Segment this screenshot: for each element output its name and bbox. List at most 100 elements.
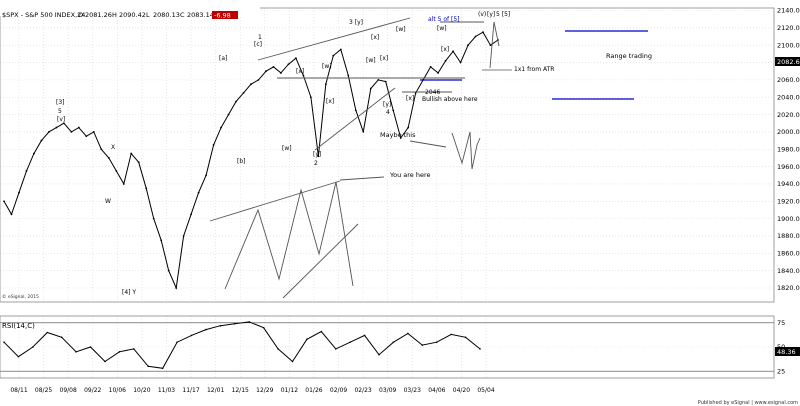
price-point [295, 57, 297, 60]
price-point [122, 183, 125, 185]
main-panel-frame [0, 7, 775, 303]
annotation-label: [3] [56, 99, 65, 106]
price-point [459, 61, 462, 64]
price-points [3, 31, 499, 289]
annotation-label: alt 5 of [5] [428, 16, 460, 23]
price-point [474, 35, 477, 38]
annotation-lines [209, 17, 500, 299]
rsi-point [363, 334, 366, 337]
rsi-point [262, 326, 265, 329]
rsi-point [89, 346, 92, 348]
price-point [160, 239, 163, 242]
price-point [362, 131, 365, 133]
price-point [100, 148, 103, 151]
annotation-label: [x] [371, 34, 379, 41]
rsi-point [205, 328, 207, 331]
annotation-label: [a] [219, 55, 227, 62]
rsi-last-value: 48.36 [777, 348, 796, 356]
x-tick-label: 09/22 [84, 387, 101, 394]
price-point [227, 113, 230, 116]
rsi-grid [0, 316, 774, 378]
high-value: 2090.42 [119, 11, 146, 19]
x-tick-label: 11/17 [182, 387, 199, 394]
price-point [250, 83, 252, 86]
price-point [212, 144, 215, 146]
rsi-point [479, 348, 481, 350]
rsi-point [349, 341, 351, 343]
maybe-this-path [451, 131, 481, 170]
price-point [309, 96, 312, 99]
rsi-point [464, 336, 467, 339]
close-label: C [180, 11, 185, 19]
price-point [235, 100, 237, 103]
price-tick-label: 2120.00 [777, 24, 800, 32]
price-point [115, 170, 118, 172]
price-point [175, 287, 178, 289]
rsi-point [233, 323, 236, 325]
rsi-point [421, 344, 424, 346]
annotation-label: [b] [237, 158, 246, 165]
price-tick-label: 1960.00 [777, 163, 800, 171]
close-value: 2083.14 [187, 11, 214, 19]
annotation-label: 3 [y] [349, 19, 363, 26]
price-point [369, 87, 372, 90]
change-value: -6.98 [214, 12, 231, 20]
x-tick-label: 08/25 [35, 387, 52, 394]
x-tick-label: 12/29 [256, 387, 273, 394]
annotation-label: [y] [313, 151, 321, 158]
price-point [339, 48, 342, 51]
rsi-point [392, 341, 395, 343]
annotation-label: [x] [441, 46, 449, 53]
price-point [437, 72, 440, 74]
price-point [130, 152, 133, 155]
price-point [332, 54, 335, 57]
rsi-point [435, 341, 438, 343]
annotation-label: [y] [487, 11, 495, 18]
annotation-label: [c] [254, 41, 262, 48]
rsi-tick-label: 25 [777, 367, 785, 375]
price-point [77, 126, 80, 129]
price-tick-label: 1980.00 [777, 145, 800, 153]
annotation-label: Range trading [606, 52, 652, 60]
symbol-title: $SPX - S&P 500 INDEX,24 [2, 11, 85, 19]
price-point [40, 139, 43, 142]
rsi-point [46, 331, 49, 334]
x-tick-label: 02/23 [354, 387, 371, 394]
header-bar [0, 0, 260, 16]
rsi-point [219, 324, 222, 327]
rsi-point [60, 336, 63, 339]
annotation-label: [x] [380, 55, 388, 62]
price-point [137, 161, 140, 164]
you-are-here-pointer [339, 176, 385, 181]
rsi-point [161, 367, 164, 370]
price-point [220, 126, 222, 129]
rsi-point [75, 351, 77, 353]
rsi-point [190, 334, 193, 337]
price-tick-label: 2100.00 [777, 41, 800, 49]
price-point [107, 157, 110, 159]
annotation-label: [4] Y [122, 289, 136, 296]
price-point [444, 59, 447, 62]
open-value: 2081.26 [85, 11, 112, 19]
annotation-label: 4 [386, 109, 390, 116]
price-tick-label: 1920.00 [777, 197, 800, 205]
x-tick-label: 01/12 [281, 387, 298, 394]
x-tick-label: 12/15 [232, 387, 249, 394]
price-point [452, 50, 454, 53]
x-tick-label: 03/23 [404, 387, 421, 394]
rsi-title: RSI(14,C) [2, 322, 35, 330]
price-point [33, 152, 35, 155]
rsi-point [133, 348, 135, 350]
annotation-label: (v) [478, 11, 486, 18]
price-point [3, 200, 5, 203]
rsi-point [320, 330, 323, 333]
change-box [212, 11, 238, 19]
maybe-this-pointer [409, 140, 447, 148]
annotation-label: 1x1 from ATR [514, 66, 554, 73]
price-tick-label: 1900.00 [777, 215, 800, 223]
x-tick-label: 05/04 [477, 387, 494, 394]
annotation-label: 5 [58, 108, 62, 115]
channel-lower-line [314, 87, 396, 151]
annotation-label: [w] [366, 57, 376, 64]
price-tick-label: 2020.00 [777, 111, 800, 119]
